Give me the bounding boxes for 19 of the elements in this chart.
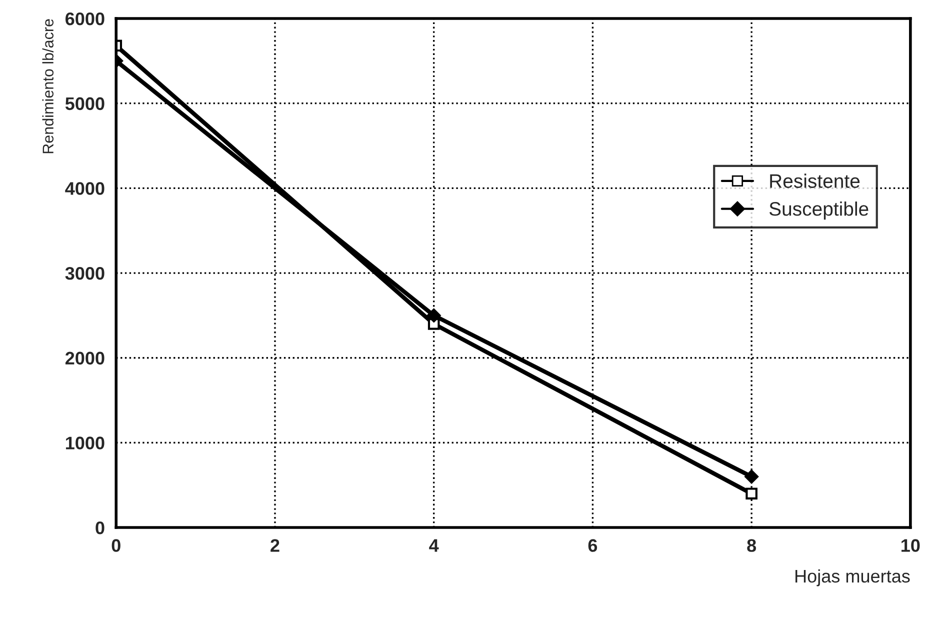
- x-tick-label: 8: [747, 539, 756, 552]
- y-tick-label: 6000: [66, 12, 104, 26]
- y-tick-label: 0: [96, 521, 104, 534]
- x-tick-label: 0: [112, 539, 120, 552]
- x-tick-label: 2: [270, 539, 280, 552]
- y-tick-label: 4000: [65, 182, 104, 195]
- x-tick-label: 10: [902, 539, 920, 552]
- y-tick-label: 5000: [65, 97, 104, 110]
- legend-label: Susceptible: [769, 202, 868, 220]
- x-tick-label: 4: [429, 539, 439, 552]
- x-axis-title: Hojas muertas: [796, 569, 910, 586]
- legend-label: Resistente: [770, 174, 860, 188]
- point: [744, 470, 758, 484]
- x-tick-label: 6: [588, 539, 598, 552]
- y-tick-label: 2000: [65, 352, 104, 365]
- point: [746, 488, 758, 500]
- y-axis-title: Rendimiento lb/acre: [42, 19, 54, 154]
- y-tick-label: 3000: [65, 266, 104, 280]
- y-tick-label: 1000: [66, 436, 104, 450]
